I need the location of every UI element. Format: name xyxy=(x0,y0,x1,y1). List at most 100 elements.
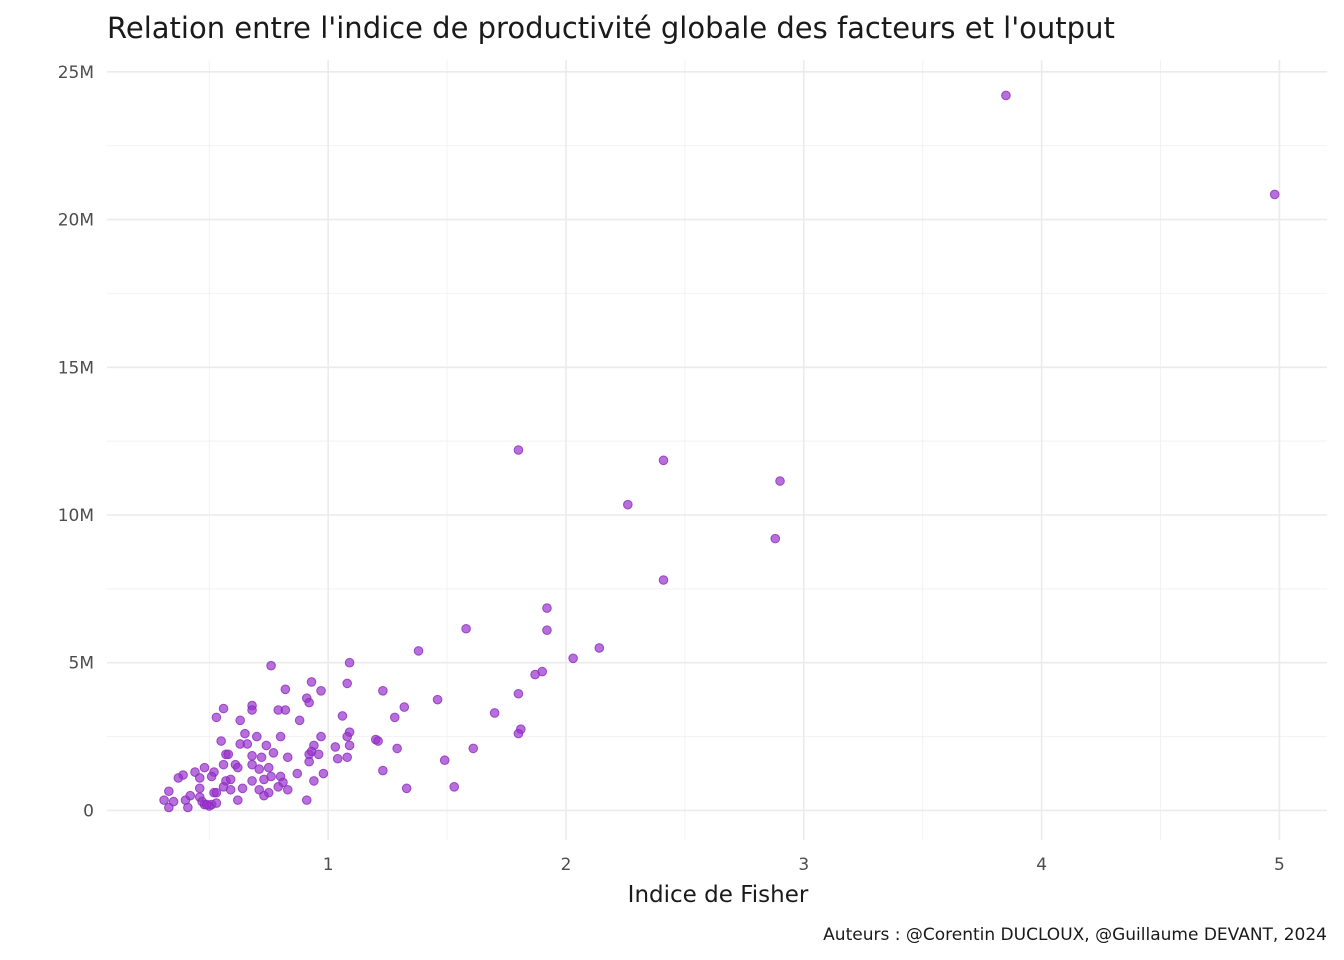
data-point xyxy=(280,705,291,715)
x-tick-label: 4 xyxy=(1036,855,1047,875)
y-tick-label: 0 xyxy=(83,801,94,821)
data-point xyxy=(568,653,578,664)
data-point xyxy=(218,759,229,770)
data-point xyxy=(223,749,234,760)
data-point xyxy=(292,768,303,779)
data-point xyxy=(489,708,500,718)
data-point xyxy=(194,773,205,783)
data-point xyxy=(337,711,348,721)
data-point xyxy=(225,774,236,785)
data-point xyxy=(247,705,257,715)
data-point xyxy=(218,703,229,714)
data-point xyxy=(401,783,412,794)
y-tick-label: 25M xyxy=(58,63,94,83)
y-tick-label: 20M xyxy=(58,211,94,231)
data-point xyxy=(304,697,314,708)
data-point xyxy=(342,731,352,742)
x-tick-label: 5 xyxy=(1274,855,1285,875)
data-point xyxy=(623,499,633,510)
data-point xyxy=(658,455,669,466)
data-point xyxy=(344,657,355,668)
data-point xyxy=(304,756,314,767)
data-point xyxy=(413,646,424,656)
data-point xyxy=(261,740,272,751)
data-point xyxy=(275,731,286,742)
data-point xyxy=(263,762,274,773)
data-point xyxy=(389,712,400,723)
y-tick-label: 10M xyxy=(58,506,94,526)
data-point xyxy=(199,762,210,773)
chart-title: Relation entre l'indice de productivité … xyxy=(107,11,1115,45)
x-axis-title: Indice de Fisher xyxy=(628,882,809,908)
data-point xyxy=(342,752,352,763)
data-point xyxy=(252,731,262,742)
data-point xyxy=(378,685,388,696)
data-point xyxy=(513,728,524,739)
data-point xyxy=(399,702,410,712)
data-point xyxy=(378,765,388,776)
data-point xyxy=(254,764,265,774)
x-tick-label: 1 xyxy=(323,855,334,875)
data-point xyxy=(461,623,471,634)
data-point xyxy=(247,750,257,761)
data-point xyxy=(247,776,257,786)
data-point xyxy=(468,743,479,754)
data-point xyxy=(432,694,443,705)
data-point xyxy=(344,740,355,751)
data-point xyxy=(232,762,243,773)
data-point xyxy=(282,784,293,795)
data-point xyxy=(392,743,402,754)
data-point xyxy=(332,753,343,764)
data-point xyxy=(309,776,319,786)
y-tick-label: 15M xyxy=(58,358,94,378)
data-point xyxy=(594,643,605,653)
data-point xyxy=(373,736,383,746)
data-point xyxy=(225,784,236,795)
data-point xyxy=(775,476,785,486)
data-point xyxy=(439,755,450,766)
data-points xyxy=(159,90,1280,813)
data-point xyxy=(164,802,174,813)
chart-caption: Auteurs : @Corentin DUCLOUX, @Guillaume … xyxy=(823,925,1327,945)
data-point xyxy=(268,748,279,758)
data-point xyxy=(183,802,193,813)
data-point xyxy=(280,684,291,695)
y-tick-label: 5M xyxy=(69,654,94,674)
data-point xyxy=(770,533,781,544)
data-point xyxy=(266,660,276,671)
data-point xyxy=(266,771,276,782)
data-point xyxy=(235,715,245,726)
data-point xyxy=(237,783,248,794)
data-point xyxy=(159,795,169,805)
data-point xyxy=(658,575,669,585)
data-point xyxy=(211,787,222,798)
data-point xyxy=(542,603,552,613)
data-point xyxy=(513,688,524,699)
x-tick-label: 2 xyxy=(561,855,572,875)
data-point xyxy=(316,731,326,742)
data-point xyxy=(316,685,326,696)
data-point xyxy=(194,783,205,794)
data-point xyxy=(530,669,540,680)
data-point xyxy=(282,752,293,763)
data-point xyxy=(1269,189,1280,200)
data-point xyxy=(242,739,253,749)
data-point xyxy=(330,742,341,752)
data-point xyxy=(542,625,552,636)
data-point xyxy=(273,782,284,792)
data-point xyxy=(259,790,269,801)
data-point xyxy=(318,768,329,779)
data-point xyxy=(294,715,305,726)
data-point xyxy=(202,799,212,810)
data-point xyxy=(232,795,243,805)
data-point xyxy=(164,786,174,797)
grid-lines xyxy=(107,60,1327,840)
data-point xyxy=(247,759,257,770)
data-point xyxy=(211,712,222,723)
data-point xyxy=(256,752,267,763)
data-point xyxy=(313,749,324,760)
data-point xyxy=(211,798,222,808)
data-point xyxy=(301,795,312,805)
data-point xyxy=(449,782,460,792)
